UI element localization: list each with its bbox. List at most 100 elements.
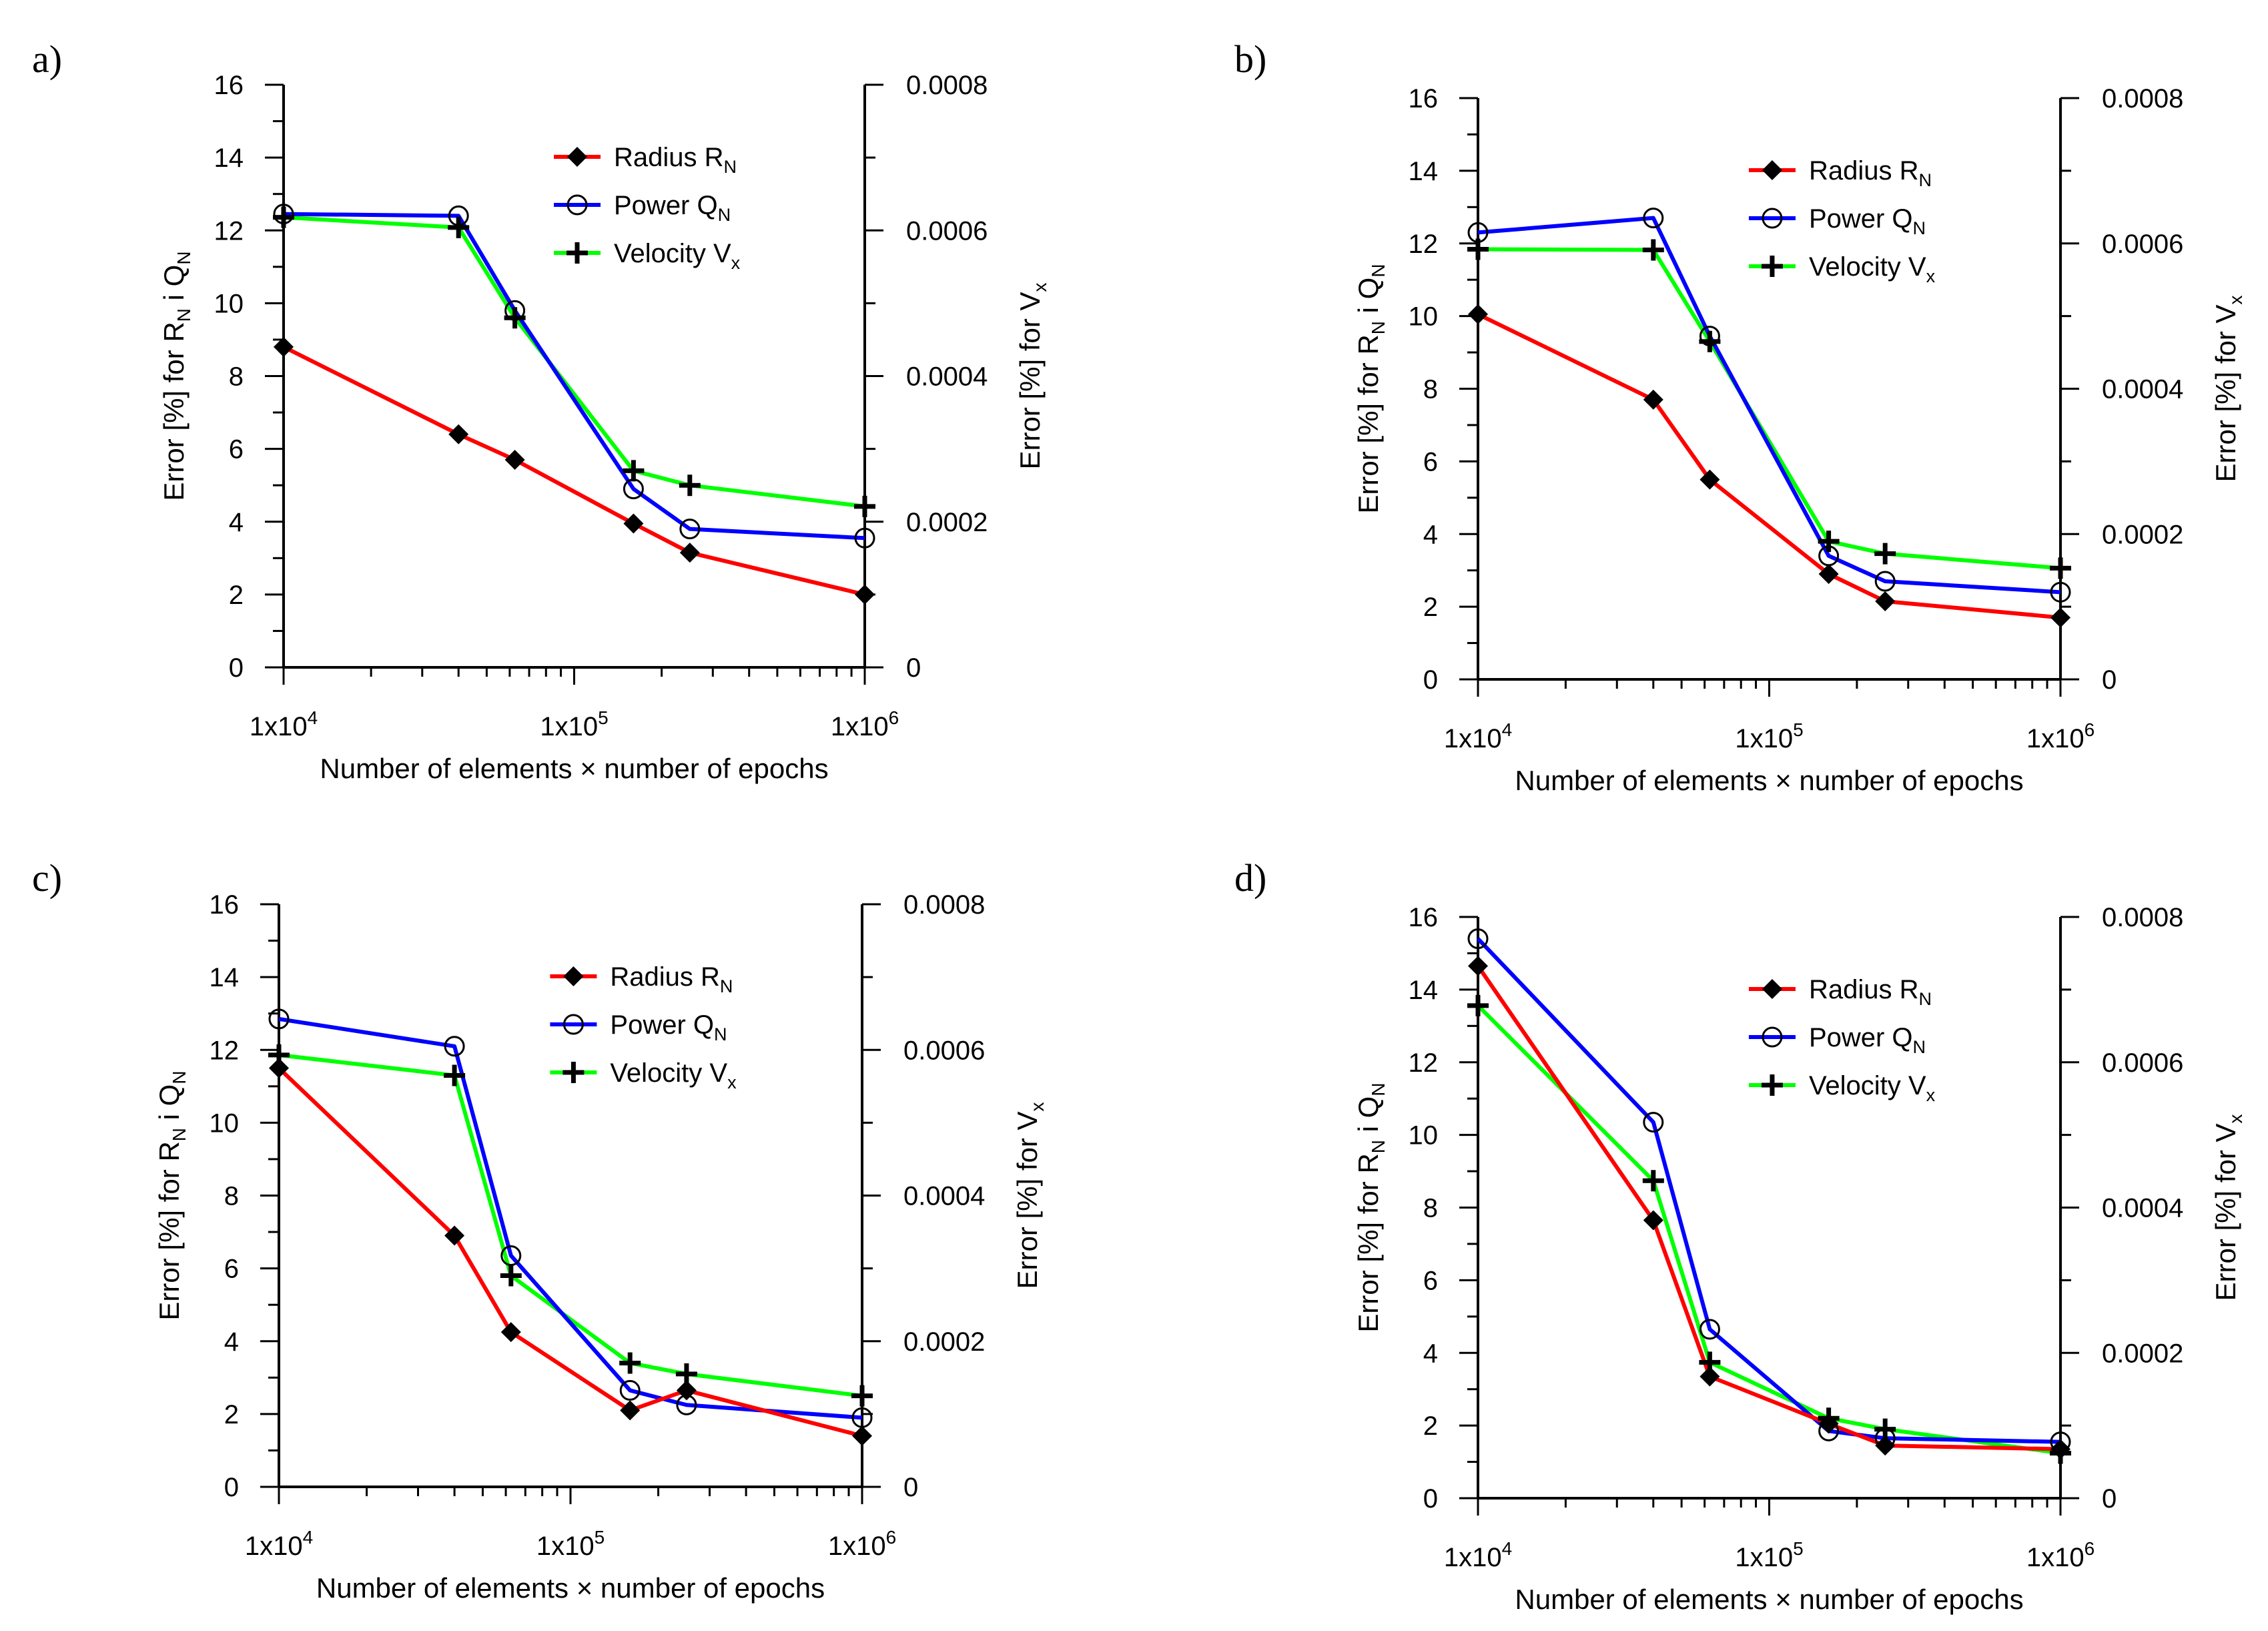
y-left-tick-label: 2 [1423,593,1438,622]
y-right-tick-label: 0.0008 [903,890,985,920]
point-radius [1875,591,1896,611]
y-right-tick-label: 0.0006 [2102,1048,2183,1078]
y-left-axis-label: Error [%] for RN i QN [1353,1082,1389,1332]
y-right-tick-label: 0.0004 [903,1182,985,1211]
point-velocity [619,1352,641,1374]
y-right-tick-label: 0.0008 [2102,903,2183,932]
y-left-tick-label: 2 [229,581,244,610]
y-left-tick-label: 0 [1423,1484,1438,1514]
x-tick-label: 1x106 [828,1527,896,1561]
legend-label-power: Power QN [1809,1023,1926,1057]
legend-marker-power [1762,208,1783,229]
y-left-tick-label: 10 [210,1108,240,1138]
y-right-tick-label: 0.0006 [2102,230,2183,259]
y-right-tick-label: 0.0004 [2102,1194,2183,1223]
y-right-tick-label: 0 [903,1473,918,1502]
legend-marker-velocity [1761,1074,1783,1096]
x-tick-label: 1x106 [831,707,899,741]
y-right-tick-label: 0.0008 [2102,84,2183,113]
y-right-tick-label: 0.0008 [906,71,988,100]
panel-label: b) [1234,37,1266,81]
y-left-tick-label: 8 [1423,1194,1438,1223]
legend-label-radius: Radius RN [610,962,733,996]
x-axis-label: Number of elements × number of epochs [316,1572,825,1604]
point-velocity [1874,543,1896,565]
point-velocity [623,460,645,482]
point-radius [500,1322,521,1343]
point-power [1874,571,1896,592]
point-radius [1699,1366,1720,1387]
y-right-axis-label: Error [%] for Vx [1014,282,1050,469]
series-line-velocity [1477,247,2061,571]
point-radius [676,1380,697,1401]
y-left-tick-label: 14 [1409,976,1439,1005]
y-right-tick-label: 0.0002 [2102,1339,2183,1368]
y-right-axis-label: Error [%] for Vx [2210,295,2246,482]
y-left-tick-label: 2 [1423,1411,1438,1441]
y-right-tick-label: 0 [906,653,921,683]
point-power [1467,928,1489,950]
series-line-power [1477,216,2061,595]
legend-label-velocity: Velocity Vx [1809,252,1936,286]
y-left-tick-label: 4 [1423,1339,1438,1368]
point-power [1467,222,1489,243]
series-line-radius [1477,312,2061,620]
series-line-radius [277,1066,863,1438]
x-tick-label: 1x104 [1444,1538,1512,1572]
point-radius [852,1425,872,1446]
x-tick-label: 1x105 [540,707,608,741]
x-tick-label: 1x106 [2026,1538,2095,1572]
point-power [619,1379,641,1401]
point-power [1699,326,1720,347]
point-radius [620,1400,641,1421]
point-radius [1699,469,1720,490]
point-velocity [1642,1170,1664,1192]
point-radius [444,1225,465,1246]
y-left-tick-label: 6 [229,435,244,464]
point-power [273,204,294,225]
point-power [1699,1319,1720,1340]
series-line-velocity [283,215,865,509]
legend-marker-power [1762,1026,1783,1048]
panel-label: d) [1234,856,1266,900]
y-left-tick-label: 4 [1423,520,1438,549]
y-left-tick-label: 14 [214,143,244,173]
y-right-tick-label: 0.0006 [903,1036,985,1065]
series-line-velocity [1476,1004,2061,1455]
y-left-tick-label: 8 [1423,375,1438,404]
legend-marker-velocity [1761,256,1783,277]
y-left-tick-label: 4 [224,1327,239,1357]
point-radius [1468,304,1488,324]
series-line-power [283,212,865,541]
legend-marker-power [566,194,588,216]
x-tick-label: 1x104 [250,707,318,741]
legend-label-power: Power QN [1809,204,1926,238]
y-left-axis-label: Error [%] for RN i QN [1353,264,1389,513]
y-left-tick-label: 8 [229,362,244,392]
point-radius [1875,1435,1896,1456]
y-left-tick-label: 16 [1409,84,1439,113]
x-tick-label: 1x104 [1444,719,1512,753]
y-right-axis-label: Error [%] for Vx [1012,1102,1048,1289]
legend-marker-velocity [562,1062,585,1083]
legend-label-power: Power QN [610,1010,727,1044]
point-power [1643,208,1664,229]
series-line-power [1476,937,2061,1444]
y-right-axis-label: Error [%] for Vx [2210,1114,2246,1301]
point-power [500,1245,522,1267]
series-line-velocity [278,1052,863,1398]
legend-label-power: Power QN [614,191,731,225]
y-left-tick-label: 12 [1409,1048,1439,1078]
point-power [504,300,526,321]
y-left-axis-label: Error [%] for RN i QN [158,251,194,501]
y-right-tick-label: 0 [2102,1484,2117,1514]
series-line-radius [1476,964,2061,1451]
y-left-tick-label: 16 [1409,903,1439,932]
legend-label-velocity: Velocity Vx [1809,1071,1936,1105]
point-velocity [679,474,701,497]
panel-a: a) 0 2 4 6 8 10 12 14 16 0 0.0002 0.0004 0.0006 0.0008… [32,37,1050,784]
point-power [448,205,469,226]
panel-b: b) 0 2 4 6 8 10 12 14 16 0 0.0002 0.0004 0.0006 0.0008… [1234,37,2246,796]
legend-marker-radius [1762,160,1782,180]
